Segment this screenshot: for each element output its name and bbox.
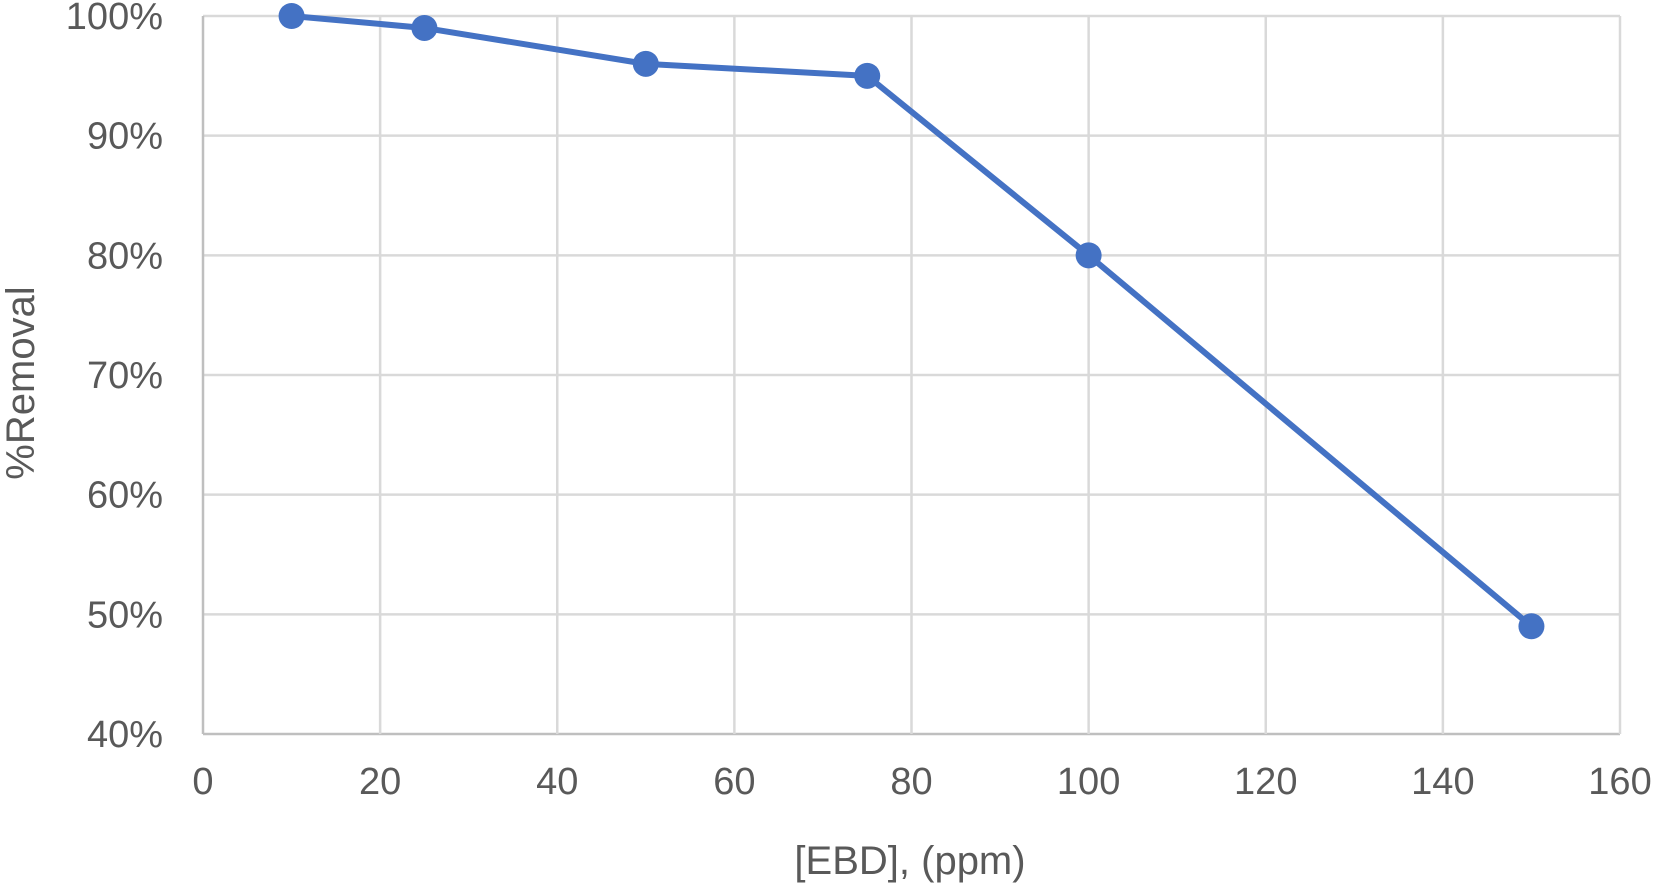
x-axis-ticks: 0 20 40 60 80 100 120 140 160 xyxy=(192,761,1651,803)
y-tick-label: 70% xyxy=(87,355,163,397)
y-tick-label: 50% xyxy=(87,594,163,636)
x-tick-label: 160 xyxy=(1588,761,1651,803)
x-tick-label: 60 xyxy=(713,761,755,803)
data-point xyxy=(1518,613,1545,640)
y-tick-label: 80% xyxy=(87,235,163,277)
y-axis-ticks: 40% 50% 60% 70% 80% 90% 100% xyxy=(66,0,163,756)
y-tick-label: 90% xyxy=(87,116,163,158)
grid xyxy=(201,14,1622,736)
x-tick-label: 40 xyxy=(536,761,578,803)
x-tick-label: 0 xyxy=(192,761,213,803)
series-group xyxy=(278,3,1545,640)
x-tick-label: 140 xyxy=(1411,761,1474,803)
data-point xyxy=(854,62,881,89)
data-point xyxy=(278,3,305,29)
y-tick-label: 100% xyxy=(66,0,163,38)
data-point xyxy=(632,50,659,77)
data-point xyxy=(1075,242,1102,269)
y-tick-label: 60% xyxy=(87,475,163,517)
data-point xyxy=(411,14,438,41)
x-tick-label: 20 xyxy=(359,761,401,803)
x-tick-label: 120 xyxy=(1234,761,1297,803)
y-axis-title: %Removal xyxy=(0,286,43,479)
x-tick-label: 80 xyxy=(890,761,932,803)
y-tick-label: 40% xyxy=(87,714,163,756)
x-tick-label: 100 xyxy=(1057,761,1120,803)
x-axis-title: [EBD], (ppm) xyxy=(794,839,1025,883)
series-line xyxy=(288,13,1535,630)
